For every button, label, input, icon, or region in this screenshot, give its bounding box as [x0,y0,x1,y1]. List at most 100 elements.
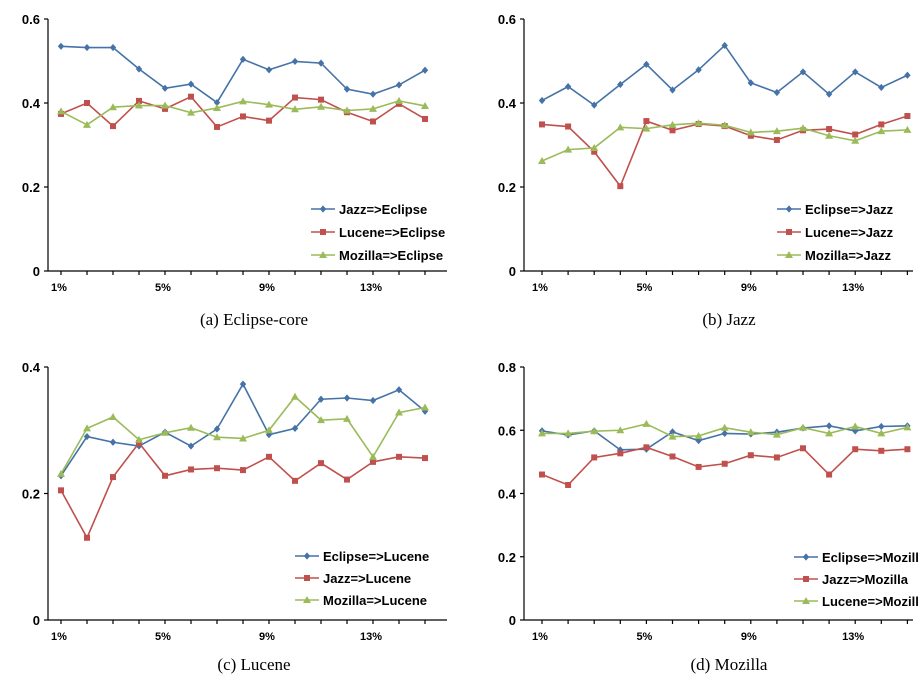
data-point [669,86,676,94]
data-point [721,460,728,467]
legend-marker [320,229,326,235]
data-point [291,392,299,400]
chart-panel-4: 0 0.2 0.4 0.6 0.8 1% 5% 9% 13% Eclipse=>Mozilla Ja… [498,360,919,674]
data-point [343,414,351,422]
y-tick-label: 0.6 [498,12,516,27]
data-point [291,57,299,66]
legend-marker [786,229,792,235]
data-point [213,104,221,112]
legend-entry: Lucene=>Jazz [777,225,894,240]
data-point [317,395,325,403]
data-point [878,121,885,128]
data-point [109,103,117,111]
data-point [826,471,833,478]
data-point [135,101,143,109]
data-point [668,432,677,440]
data-point [904,71,911,79]
data-point [852,131,859,138]
chart-panel-1: 0 0.2 0.4 0.6 1% 5% 9% 13% Jazz=>Eclipse Lucene=>… [22,12,447,329]
data-point [291,105,299,113]
data-point [903,125,912,133]
series-jazz-lucene [58,439,428,541]
data-point [591,454,598,461]
data-point [213,425,221,433]
data-point [343,394,351,402]
data-point [343,106,351,114]
legend-marker [785,251,793,258]
data-point [694,431,703,439]
data-point [317,102,325,110]
data-point [903,423,912,431]
data-point [852,427,859,435]
data-point [161,428,169,436]
x-tick-label: 1% [532,631,548,643]
legend-label: Eclipse=>Mozilla [822,550,919,565]
data-point [695,437,702,445]
data-point [57,469,65,477]
data-point [292,94,298,101]
data-point [135,65,143,73]
data-point [421,403,429,411]
data-point [422,455,428,462]
data-point [240,467,246,474]
legend-entry: Eclipse=>Lucene [295,549,429,564]
data-point [564,83,572,91]
data-point [369,90,377,98]
data-point [109,438,117,446]
data-point [240,113,246,120]
data-point [825,131,834,139]
data-point [187,108,195,116]
data-point [800,445,806,452]
data-point [747,79,754,87]
legend-label: Lucene=>Eclipse [339,225,445,240]
data-point [878,447,885,454]
x-tick-label: 13% [360,631,382,643]
data-point [877,429,886,437]
data-point [83,120,91,128]
data-point [539,121,545,128]
data-point [188,93,194,100]
legend-entry: Jazz=>Mozilla [794,572,909,587]
x-tick-label: 1% [51,282,67,294]
data-point [643,60,650,68]
panel-caption: (c) Lucene [217,655,290,674]
x-tick-label: 9% [741,631,757,643]
series-mozilla-lucene [57,392,429,477]
data-point [565,481,572,488]
legend-label: Mozilla=>Eclipse [339,248,443,263]
data-point [109,43,117,52]
data-point [642,124,651,132]
data-point [83,43,91,52]
data-point [826,126,833,133]
panel-caption: (b) Jazz [702,310,756,329]
data-point [591,148,598,155]
data-point [721,41,728,50]
chart-panel-3: 0 0.2 0.4 1% 5% 9% 13% Eclipse=>Lucene Jazz=>Luc… [22,360,447,674]
data-point [565,123,572,130]
y-tick-label: 0.2 [22,180,40,195]
legend-entry: Lucene=>Mozilla [794,594,919,609]
x-tick-label: 5% [155,282,171,294]
data-point [265,426,273,434]
legend-label: Lucene=>Mozilla [822,594,919,609]
data-point [370,458,376,465]
y-tick-label: 0.2 [498,550,516,565]
series-mozilla-jazz [538,119,912,164]
data-point [396,453,402,460]
data-point [590,143,599,151]
data-point [136,439,142,446]
data-point [162,472,168,479]
data-point [109,412,117,420]
x-tick-label: 9% [741,282,757,294]
data-point [825,422,833,430]
data-point [669,453,676,460]
data-point [239,434,247,442]
data-point [538,156,546,164]
legend-marker [319,205,327,213]
data-point [772,127,781,135]
data-point [395,96,403,104]
data-point [110,123,116,130]
data-point [292,477,298,484]
data-point [317,416,325,424]
